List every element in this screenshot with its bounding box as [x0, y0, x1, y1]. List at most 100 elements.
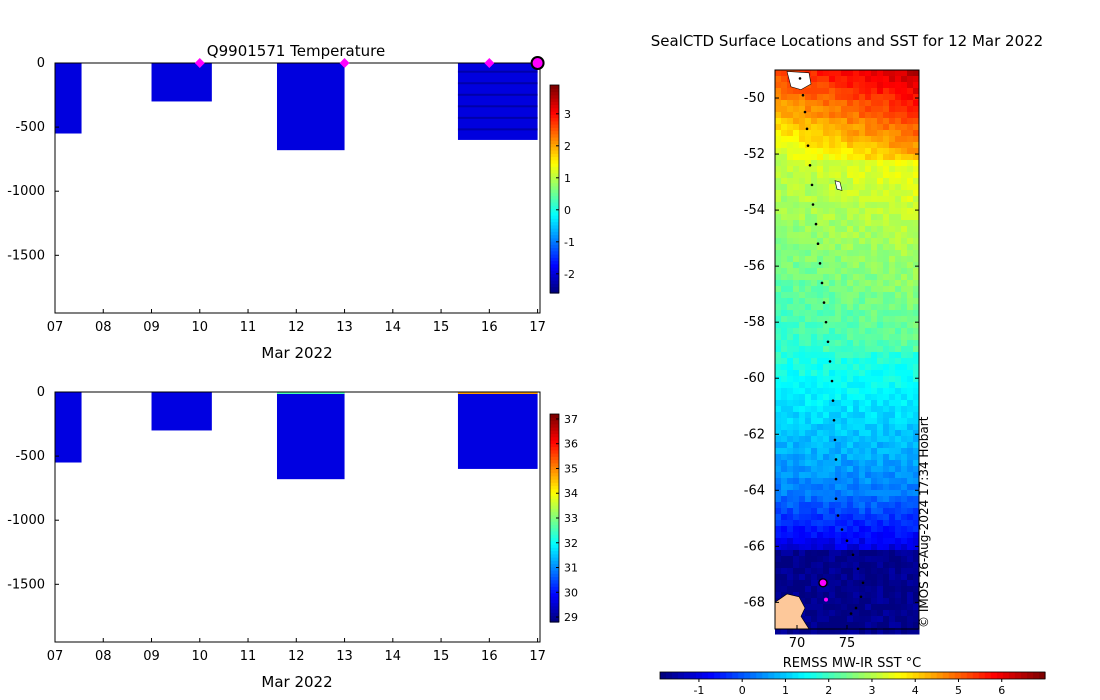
- colorbar-step: [550, 596, 559, 600]
- sst-cell: [823, 148, 830, 155]
- sst-cell: [853, 244, 860, 251]
- sst-cell: [817, 286, 824, 293]
- sst-cell: [883, 340, 890, 347]
- sst-cell: [889, 160, 896, 167]
- sst-cell: [841, 616, 848, 623]
- sst-cell: [829, 184, 836, 191]
- sst-cell: [787, 352, 794, 359]
- x-tick-label: 08: [95, 320, 112, 335]
- sst-cell: [889, 496, 896, 503]
- sst-cell: [859, 424, 866, 431]
- sst-cell: [901, 466, 908, 473]
- sst-cell: [823, 508, 830, 515]
- sst-cell: [811, 364, 818, 371]
- colorbar-step: [550, 198, 559, 203]
- sst-cell: [883, 532, 890, 539]
- sst-cell: [871, 388, 878, 395]
- sst-cell: [793, 472, 800, 479]
- sst-cell: [805, 514, 812, 521]
- sst-cell: [787, 154, 794, 161]
- sst-cell: [877, 346, 884, 353]
- sst-cell: [799, 454, 806, 461]
- sst-cell: [835, 400, 842, 407]
- sst-cell: [877, 622, 884, 629]
- sst-cell: [883, 352, 890, 359]
- sst-cell: [901, 556, 908, 563]
- sst-cell: [829, 490, 836, 497]
- sst-cell: [883, 142, 890, 149]
- lat-tick-label: -60: [744, 371, 765, 386]
- sst-cell: [799, 322, 806, 329]
- sst-cell: [829, 430, 836, 437]
- y-tick-label: 0: [37, 385, 45, 400]
- sst-cell: [829, 304, 836, 311]
- sst-colorbar-step: [744, 672, 751, 679]
- sst-cell: [847, 382, 854, 389]
- sst-cell: [847, 106, 854, 113]
- sst-cell: [787, 148, 794, 155]
- sst-cell: [841, 406, 848, 413]
- sst-cell: [889, 304, 896, 311]
- sst-cell: [823, 100, 830, 107]
- sst-cell: [781, 268, 788, 275]
- sst-cell: [793, 580, 800, 587]
- sst-cell: [805, 526, 812, 533]
- sst-cell: [889, 550, 896, 557]
- sst-cell: [799, 496, 806, 503]
- sst-colorbar-step: [750, 672, 757, 679]
- sst-cell: [877, 424, 884, 431]
- sst-cell: [907, 226, 914, 233]
- sst-cell: [889, 154, 896, 161]
- sst-cell: [889, 568, 896, 575]
- sst-cell: [889, 262, 896, 269]
- sst-cell: [913, 184, 920, 191]
- colorbar-step: [550, 560, 559, 565]
- sst-cell: [895, 526, 902, 533]
- sst-cell: [871, 184, 878, 191]
- colorbar-step: [550, 505, 559, 509]
- sst-cell: [883, 502, 890, 509]
- sst-cell: [823, 496, 830, 503]
- sst-cell: [877, 232, 884, 239]
- sst-cell: [859, 394, 866, 401]
- x-tick-label: 17: [529, 320, 546, 335]
- sst-cell: [901, 76, 908, 83]
- sst-cell: [901, 448, 908, 455]
- sst-cell: [781, 538, 788, 545]
- sst-colorbar-step: [672, 672, 679, 679]
- sst-cell: [883, 526, 890, 533]
- sst-cell: [865, 208, 872, 215]
- sst-cell: [847, 250, 854, 257]
- sst-cell: [871, 310, 878, 317]
- sst-cell: [781, 382, 788, 389]
- sst-cell: [895, 148, 902, 155]
- sst-cell: [847, 352, 854, 359]
- sst-cell: [877, 514, 884, 521]
- sst-cell: [877, 160, 884, 167]
- sst-cell: [811, 454, 818, 461]
- sst-cell: [871, 244, 878, 251]
- sst-cell: [781, 298, 788, 305]
- sst-cell: [901, 346, 908, 353]
- sst-cell: [889, 124, 896, 131]
- sst-cell: [835, 616, 842, 623]
- sst-cell: [889, 562, 896, 569]
- sst-cell: [793, 574, 800, 581]
- sst-cell: [847, 238, 854, 245]
- lat-tick-label: -56: [744, 259, 765, 274]
- sst-cell: [913, 568, 920, 575]
- sst-cell: [853, 202, 860, 209]
- sst-cell: [793, 346, 800, 353]
- sst-cell: [823, 454, 830, 461]
- x-tick-label: 16: [481, 649, 498, 664]
- sst-cell: [853, 448, 860, 455]
- sst-cell: [775, 250, 782, 257]
- sst-cell: [829, 250, 836, 257]
- sst-cell: [907, 292, 914, 299]
- sst-colorbar-step: [1008, 672, 1016, 679]
- colorbar-step: [550, 563, 559, 568]
- sst-cell: [853, 184, 860, 191]
- sst-cell: [799, 520, 806, 527]
- sst-cell: [865, 88, 872, 95]
- sst-cell: [907, 604, 914, 611]
